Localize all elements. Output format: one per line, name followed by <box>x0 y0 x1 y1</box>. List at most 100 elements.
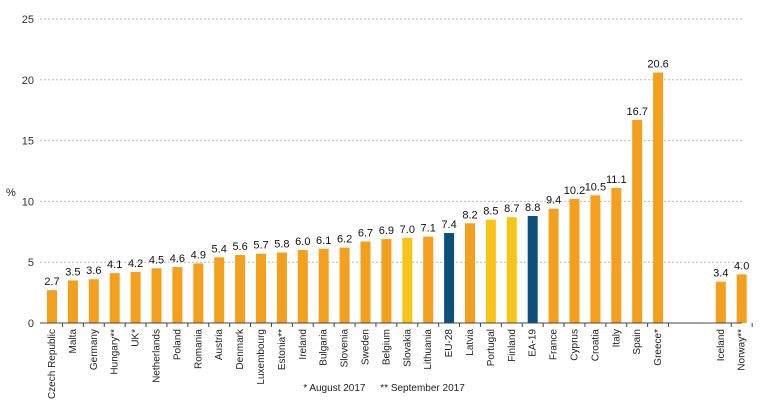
data-label: 3.4 <box>713 268 728 280</box>
data-label: 6.1 <box>316 235 331 247</box>
bar <box>67 280 78 323</box>
bar <box>339 247 350 323</box>
data-label: 5.7 <box>253 240 268 252</box>
data-label: 7.4 <box>441 219 456 231</box>
category-label: Slovenia <box>340 329 351 368</box>
footnotes: * August 2017 ** September 2017 <box>0 383 768 394</box>
bar <box>485 219 496 323</box>
data-label: 6.0 <box>295 236 310 248</box>
data-label: 8.5 <box>483 206 498 218</box>
y-axis-label: % <box>6 187 16 199</box>
bar <box>172 267 183 323</box>
data-label: 2.7 <box>44 276 59 288</box>
data-label: 7.1 <box>421 223 436 235</box>
y-tick-label: 5 <box>28 257 34 269</box>
data-labels: 2.7 3.5 3.6 4.1 4.2 4.5 4.6 4.9 5.4 5.6 5.7 5.8 6.0 6… <box>44 59 749 289</box>
category-label: Croatia <box>590 329 601 362</box>
category-label: Portugal <box>486 329 497 366</box>
bar <box>109 273 120 323</box>
category-label: Bulgaria <box>319 329 330 366</box>
data-label: 6.9 <box>379 225 394 237</box>
bar <box>276 252 287 323</box>
bar <box>653 72 664 323</box>
data-label: 6.7 <box>358 228 373 240</box>
category-label: Germany <box>89 329 100 370</box>
category-label: Greece* <box>653 329 664 366</box>
bar <box>360 241 371 323</box>
category-label: Belgium <box>381 329 392 365</box>
data-label: 8.7 <box>504 203 519 215</box>
y-tick-label: 25 <box>22 14 34 26</box>
data-label: 3.5 <box>65 266 80 278</box>
category-label: Czech Republic <box>47 329 58 399</box>
bar <box>736 274 747 323</box>
bar <box>465 223 475 323</box>
category-label: Estonia** <box>277 329 288 370</box>
bar <box>381 239 392 323</box>
bar <box>130 271 141 323</box>
gridlines <box>40 18 742 263</box>
data-label: 5.6 <box>232 241 247 253</box>
bar <box>214 257 225 323</box>
bar <box>611 188 622 323</box>
footnote-september: ** September 2017 <box>380 383 465 394</box>
category-label: Spain <box>632 329 643 355</box>
data-label: 6.2 <box>337 234 352 246</box>
data-label: 4.1 <box>107 259 122 271</box>
data-label: 4.6 <box>170 253 185 265</box>
bar <box>297 250 308 323</box>
data-label: 3.6 <box>86 265 101 277</box>
category-label: EU-28 <box>444 329 455 358</box>
y-tick-label: 15 <box>22 136 34 148</box>
y-axis: 0 5 10 15 20 25 <box>22 14 34 330</box>
category-label: France <box>549 329 560 361</box>
bars <box>47 72 747 323</box>
category-label: UK* <box>131 329 142 347</box>
bar <box>88 279 99 323</box>
data-label: 7.0 <box>400 224 415 236</box>
category-label: Romania <box>193 329 204 369</box>
bar <box>506 217 517 323</box>
category-label: EA-19 <box>528 329 539 357</box>
data-label: 11.1 <box>606 174 627 186</box>
category-label: Finland <box>507 329 518 362</box>
category-label: Luxembourg <box>256 329 267 385</box>
bar <box>527 215 538 323</box>
category-label: Italy <box>611 329 622 347</box>
footnote-august: * August 2017 <box>303 383 366 394</box>
category-label: Cyprus <box>570 329 581 361</box>
category-label: Lithuania <box>423 329 434 370</box>
bar <box>632 119 643 323</box>
category-label: Netherlands <box>152 329 163 383</box>
bar <box>318 248 329 323</box>
category-label: Latvia <box>465 329 476 356</box>
category-label: Ireland <box>298 329 309 360</box>
bar <box>715 281 726 323</box>
data-label: 9.4 <box>546 195 561 207</box>
bar <box>47 290 57 323</box>
category-label: Iceland <box>716 329 727 361</box>
data-label: 10.2 <box>564 185 585 197</box>
data-label: 16.7 <box>626 106 647 118</box>
bar <box>151 268 162 323</box>
category-label: Austria <box>214 329 225 361</box>
category-label: Poland <box>172 329 183 360</box>
data-label: 8.2 <box>462 209 477 221</box>
bar <box>402 237 413 323</box>
data-label: 5.8 <box>274 238 289 250</box>
y-tick-label: 10 <box>22 196 34 208</box>
bar <box>444 233 455 323</box>
data-label: 5.4 <box>212 243 227 255</box>
bar <box>235 254 246 323</box>
category-label: Hungary** <box>110 329 121 375</box>
bar <box>423 236 434 323</box>
category-labels: Czech Republic Malta Germany Hungary** UK* Ne… <box>47 323 753 399</box>
category-label: Slovakia <box>402 329 413 367</box>
category-label: Sweden <box>361 329 372 365</box>
category-label: Malta <box>68 329 79 354</box>
data-label: 4.2 <box>128 258 143 270</box>
data-label: 10.5 <box>585 181 606 193</box>
bar <box>193 263 204 323</box>
data-label: 20.6 <box>647 59 668 71</box>
